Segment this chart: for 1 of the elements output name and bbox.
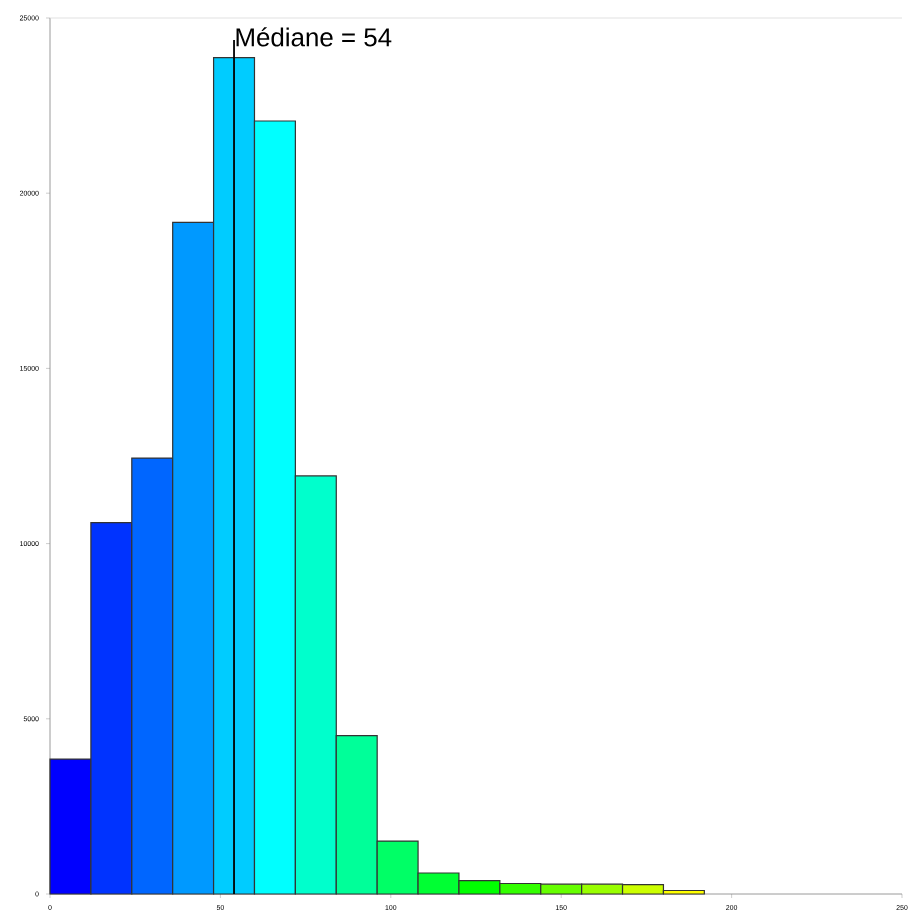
ref-line-label: Médiane = 54 bbox=[236, 27, 392, 47]
